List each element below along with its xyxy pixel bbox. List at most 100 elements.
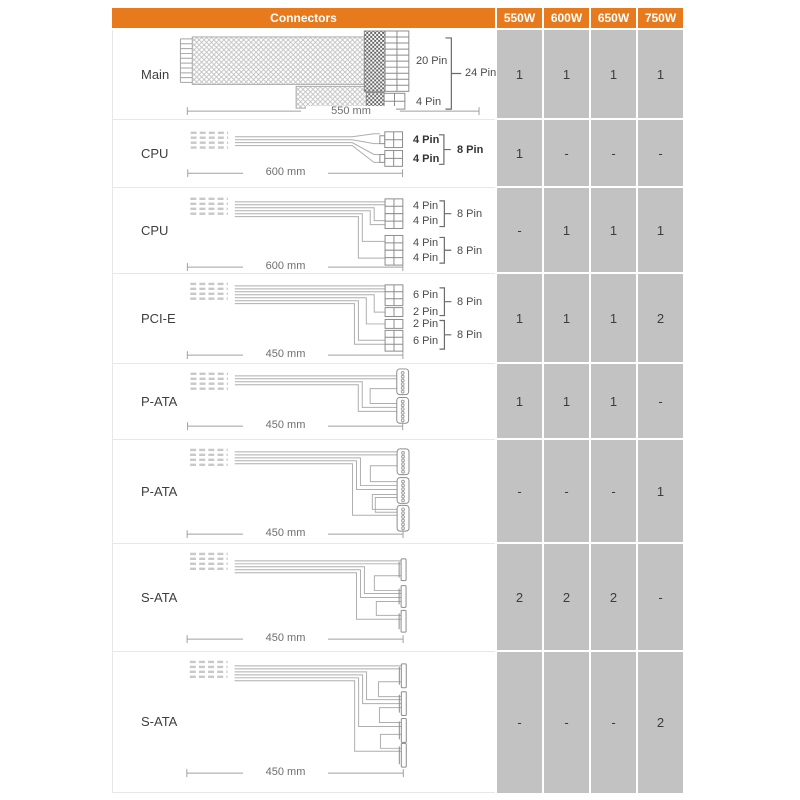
wattage-value-cell: 2	[591, 544, 636, 652]
wattage-value-cell: 2	[497, 544, 542, 652]
cable-length-label: 450 mm	[243, 528, 328, 539]
wattage-value-cell: 1	[544, 364, 589, 440]
connector-diagram-cell: Main 20 Pin 4 Pin 24 Pin 550 mm	[112, 30, 497, 120]
cable-length-label: 450 mm	[243, 767, 328, 778]
connector-diagram-cell: CPU 4 Pin 4 Pin 8 Pin 600 mm	[112, 120, 495, 188]
cable-length-label: 600 mm	[243, 167, 328, 178]
pin-count-label: 6 Pin	[413, 335, 439, 347]
pata-cable-diagram	[187, 368, 410, 431]
main-cable-diagram	[179, 30, 480, 116]
value-text: 2	[515, 589, 524, 605]
row-main: Main 20 Pin 4 Pin 24 Pin 550 mm 1 1 1 1	[112, 30, 688, 120]
row-cpu-1: CPU 4 Pin 4 Pin 8 Pin 600 mm 1 - - -	[112, 120, 688, 188]
wattage-value-cell: 1	[638, 30, 683, 120]
value-text: -	[564, 145, 569, 161]
wattage-value-cell: 1	[497, 274, 542, 364]
wattage-header-600: 600W	[544, 8, 589, 28]
sata-cable-diagram	[186, 660, 407, 778]
wattage-value-cell: -	[544, 120, 589, 188]
header-row: Connectors 550W 600W 650W 750W	[112, 8, 688, 28]
pin-count-label: 2 Pin	[413, 318, 439, 330]
row-pcie: PCI-E 6 Pin 2 Pin 2 Pin 6 Pin 8 Pin 8 Pi…	[112, 274, 688, 364]
value-text: 2	[609, 589, 618, 605]
value-text: 2	[656, 715, 665, 730]
value-text: 2	[656, 310, 665, 326]
row-sata-1: S-ATA 450 mm 2 2 2 -	[112, 544, 688, 652]
wattage-value-cell: 1	[638, 440, 683, 544]
wattage-value-cell: 2	[544, 544, 589, 652]
wattage-value-cell: 1	[497, 30, 542, 120]
wattage-value-cell: -	[638, 120, 683, 188]
pin-count-label: 4 Pin	[413, 153, 440, 165]
connectors-header-cell: Connectors	[112, 8, 495, 28]
cable-length-label: 600 mm	[243, 261, 328, 272]
wattage-value-cell: 2	[638, 652, 683, 793]
connector-type-label: CPU	[141, 223, 169, 238]
value-text: 1	[609, 222, 618, 238]
connector-diagram-cell: CPU 4 Pin 4 Pin 4 Pin 4 Pin 8 Pin 8 Pin …	[112, 188, 495, 274]
connector-diagram-cell: S-ATA 450 mm	[112, 544, 495, 652]
pin-group-label: 8 Pin	[457, 329, 483, 341]
value-text: 2	[562, 589, 571, 605]
pin-group-label: 8 Pin	[457, 245, 483, 257]
pin-group-label: 8 Pin	[457, 296, 483, 308]
cpu-cable-diagram	[186, 197, 452, 272]
value-text: -	[658, 145, 663, 161]
sata-cable-diagram	[186, 552, 407, 644]
value-text: -	[564, 483, 569, 499]
pin-count-label: 4 Pin	[413, 237, 439, 249]
wattage-value-cell: -	[544, 652, 589, 793]
connector-type-label: PCI-E	[141, 311, 176, 326]
value-text: 1	[656, 66, 665, 82]
connector-type-label: Main	[141, 67, 170, 82]
value-text: -	[611, 145, 616, 161]
cable-length-label: 450 mm	[243, 420, 328, 431]
cable-length-label: 450 mm	[243, 349, 328, 360]
pin-count-label: 6 Pin	[413, 289, 439, 301]
connector-diagram-cell: P-ATA 450 mm	[112, 440, 495, 544]
wattage-header-550: 550W	[497, 8, 542, 28]
pcie-cable-diagram	[186, 282, 452, 360]
value-text: 1	[515, 66, 524, 82]
wattage-header-650: 650W	[591, 8, 636, 28]
value-text: 1	[656, 483, 665, 499]
wattage-value-cell: -	[497, 188, 542, 274]
wattage-value-cell: 1	[497, 120, 542, 188]
wattage-value-cell: -	[638, 544, 683, 652]
cable-length-label: 450 mm	[243, 633, 328, 644]
value-text: 1	[656, 222, 665, 238]
row-sata-2: S-ATA 450 mm - - - 2	[112, 652, 688, 793]
wattage-value-cell: -	[591, 652, 636, 793]
cable-length-label: 550 mm	[306, 106, 396, 117]
wattage-value-cell: -	[497, 440, 542, 544]
value-text: -	[658, 589, 663, 605]
pin-count-label: 20 Pin	[416, 55, 448, 67]
row-pata-2: P-ATA 450 mm - - - 1	[112, 440, 688, 544]
connector-type-label: S-ATA	[141, 590, 178, 605]
value-text: 1	[515, 393, 524, 409]
connector-type-label: P-ATA	[141, 484, 178, 499]
pin-count-label: 4 Pin	[413, 134, 440, 146]
pin-group-label: 24 Pin	[465, 67, 497, 79]
wattage-value-cell: 1	[591, 188, 636, 274]
connector-diagram-cell: PCI-E 6 Pin 2 Pin 2 Pin 6 Pin 8 Pin 8 Pi…	[112, 274, 495, 364]
pin-group-label: 8 Pin	[457, 144, 484, 156]
pin-count-label: 4 Pin	[413, 252, 439, 264]
psu-connector-spec-table: Connectors 550W 600W 650W 750W	[112, 8, 688, 793]
wattage-value-cell: -	[544, 440, 589, 544]
pin-count-label: 4 Pin	[413, 200, 439, 212]
wattage-value-cell: 1	[591, 274, 636, 364]
value-text: 1	[609, 310, 618, 326]
value-text: 1	[562, 310, 571, 326]
connector-diagram-cell: S-ATA 450 mm	[112, 652, 495, 793]
pin-group-label: 8 Pin	[457, 208, 483, 220]
wattage-value-cell: 2	[638, 274, 683, 364]
value-text: -	[658, 393, 663, 409]
value-text: -	[517, 222, 522, 238]
wattage-value-cell: -	[638, 364, 683, 440]
connector-diagram-cell: P-ATA 450 mm	[112, 364, 495, 440]
value-text: 1	[562, 66, 571, 82]
wattage-value-cell: 1	[544, 188, 589, 274]
wattage-header-750: 750W	[638, 8, 683, 28]
wattage-value-cell: -	[591, 440, 636, 544]
